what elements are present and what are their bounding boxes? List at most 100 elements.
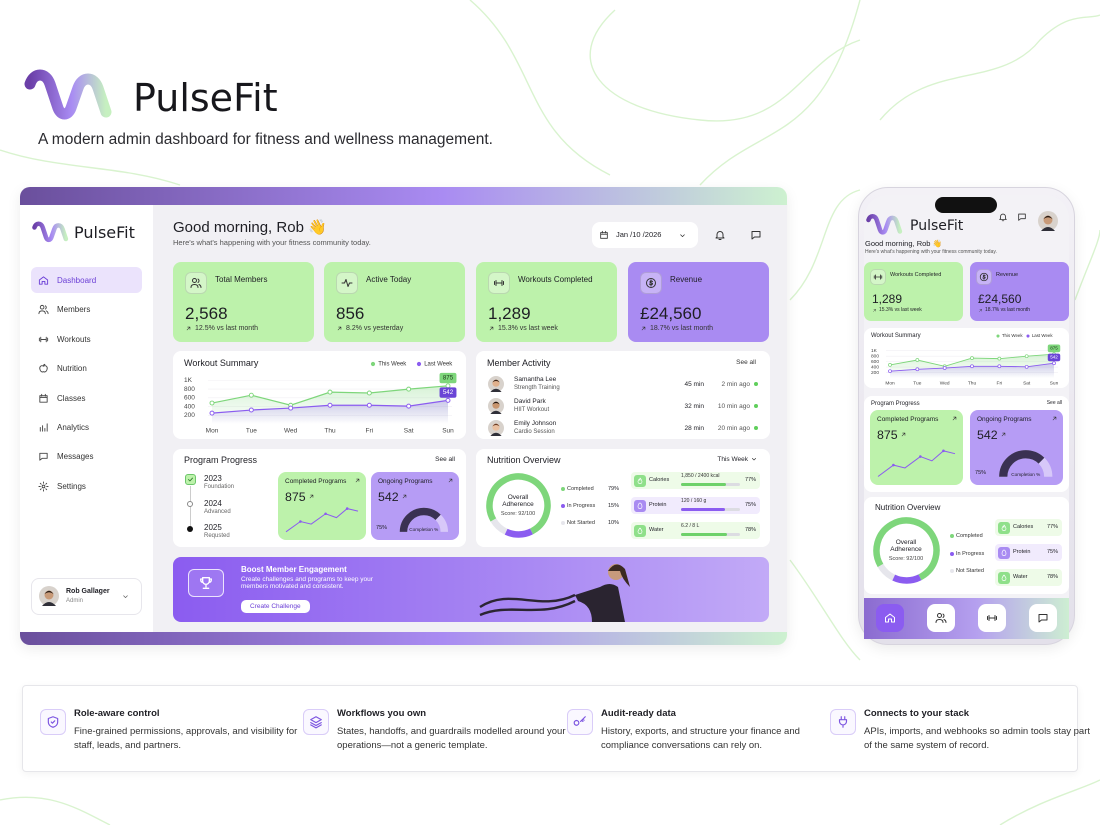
date-picker[interactable] <box>592 222 698 248</box>
brand-tagline: A modern admin dashboard for fitness and… <box>38 131 493 148</box>
stat-label: Active Today <box>366 275 412 284</box>
value-label: 875 <box>443 375 454 382</box>
nav-item[interactable]: Analytics <box>57 423 90 432</box>
user-role: Admin <box>66 598 84 604</box>
value-label: 875 <box>1050 346 1058 351</box>
nav-item[interactable]: Dashboard <box>57 276 97 285</box>
icon-path <box>47 716 59 728</box>
icon-arrow <box>355 478 360 483</box>
member-card <box>476 351 770 439</box>
icon-arrow <box>641 326 646 331</box>
timeline-marker <box>185 474 196 485</box>
icon-home <box>885 613 895 623</box>
member-time: 20 min ago <box>717 425 750 432</box>
nutrient-row <box>995 519 1062 536</box>
member-name: David Park <box>514 398 546 405</box>
x-tick-label: Sat <box>404 428 414 435</box>
nav-item[interactable]: Messages <box>57 452 94 462</box>
avatar <box>488 420 504 436</box>
card-title: Workout Summary <box>871 333 921 339</box>
series-point <box>997 364 1002 369</box>
icon-layers <box>310 716 322 729</box>
icon-users <box>38 305 49 315</box>
icon-path <box>1001 549 1007 556</box>
completed-card <box>870 410 963 485</box>
wave <box>789 189 861 301</box>
icon-path <box>123 595 128 598</box>
icon-chev <box>680 234 685 237</box>
sparkline <box>285 507 359 533</box>
icon-bell <box>715 231 725 240</box>
see-all-link[interactable]: See all <box>435 456 455 463</box>
nav-item[interactable]: Classes <box>57 393 86 403</box>
icon-path <box>186 326 191 331</box>
legend-dot <box>996 334 1000 338</box>
legend-name: Completed <box>567 486 594 492</box>
icon-path <box>39 364 48 373</box>
icon-path <box>39 423 48 432</box>
user-card[interactable] <box>31 578 142 615</box>
legend-value: 79% <box>607 486 619 492</box>
feature-title: Audit-ready data <box>601 708 676 719</box>
bottom-nav-button[interactable] <box>876 604 904 632</box>
banner-icon-box <box>188 569 224 597</box>
period-select[interactable]: This Week <box>717 456 748 463</box>
see-all-link[interactable]: See all <box>736 359 756 366</box>
logo-mark <box>866 214 903 235</box>
avatar <box>1038 211 1058 231</box>
date-text: Jan /10 /2026 <box>616 230 662 239</box>
legend-dot <box>950 569 954 573</box>
phone-subtitle: Here's what's happening with your fitnes… <box>865 249 997 255</box>
icon-path <box>190 278 202 288</box>
stat-value: £24,560 <box>640 304 702 323</box>
card-title: Program Progress <box>184 455 258 465</box>
stat-card <box>173 262 314 342</box>
logo <box>866 214 903 235</box>
avatar-face <box>492 401 500 409</box>
wave <box>699 0 861 186</box>
member-time: 10 min ago <box>717 403 750 410</box>
legend-label: Last Week <box>1032 333 1054 338</box>
stat-label: Total Members <box>215 275 268 284</box>
stat-value: 856 <box>336 304 365 323</box>
nav-item[interactable]: Workouts <box>57 334 91 344</box>
nav-item[interactable]: Settings <box>57 481 86 491</box>
see-all-link[interactable]: See all <box>1046 400 1062 406</box>
icon-path <box>403 494 407 499</box>
icon-path <box>1001 574 1007 581</box>
create-challenge-button[interactable]: Create Challenge <box>241 600 310 614</box>
stat-change: 15.3% vs last week <box>498 325 558 332</box>
legend-dot <box>561 521 565 525</box>
nav-item[interactable]: Nutrition <box>57 364 87 374</box>
avatar-hair <box>44 590 54 594</box>
gauge <box>999 450 1053 478</box>
bottom-nav-button[interactable] <box>927 604 955 632</box>
card-title: Nutrition Overview <box>487 455 561 465</box>
sparkline-point <box>324 512 327 516</box>
x-tick-label: Tue <box>246 428 257 435</box>
sparkline-line <box>877 449 956 477</box>
icon-drop <box>637 527 643 534</box>
y-tick-label: 1K <box>871 348 878 354</box>
nutrient-percent: 78% <box>744 527 756 533</box>
series-point <box>915 367 920 372</box>
nutrient-icon-box <box>998 546 1010 559</box>
value-label-bg <box>439 372 457 384</box>
legend-name: In Progress <box>567 503 596 509</box>
icon-path <box>935 613 947 623</box>
icon-arrow <box>403 494 407 499</box>
stat-label: Revenue <box>670 275 703 284</box>
nav-item[interactable]: Members <box>57 305 91 315</box>
feature-title: Role-aware control <box>74 708 160 719</box>
nutrient-percent: 77% <box>1046 524 1058 530</box>
logo-mark <box>32 221 69 243</box>
icon-flame <box>637 477 643 484</box>
x-tick-label: Mon <box>206 428 219 435</box>
icon-arrow <box>337 326 342 331</box>
phone-stat-card <box>864 262 963 321</box>
icon-arrow <box>952 416 957 421</box>
card-title: Member Activity <box>487 358 551 368</box>
timeline-year: 2024 <box>204 498 222 508</box>
bottom-nav-button[interactable] <box>1029 604 1057 632</box>
completed-value: 875 <box>285 490 306 504</box>
